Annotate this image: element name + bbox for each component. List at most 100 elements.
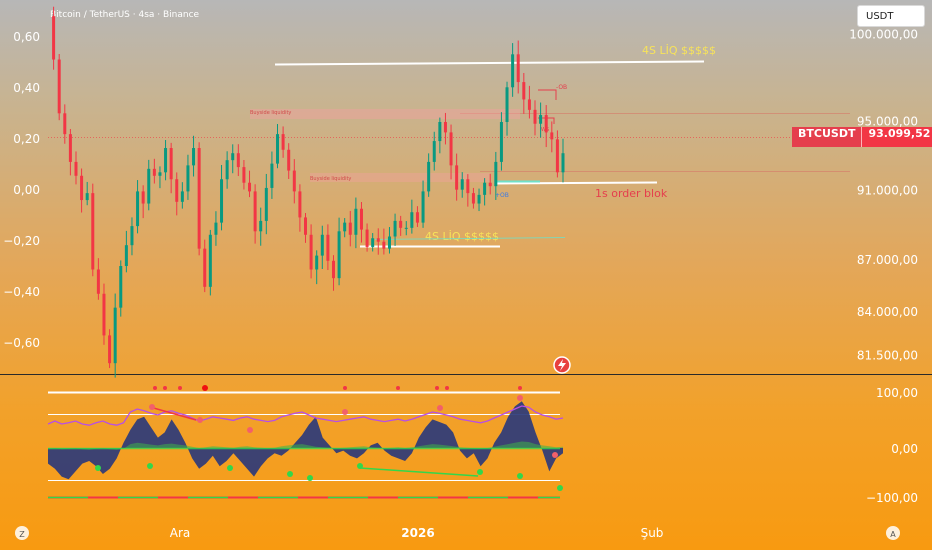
candle-body xyxy=(449,132,453,166)
osc-axis-tick: 100,00 xyxy=(876,386,918,400)
tv-badge-right-glyph: A xyxy=(890,530,896,539)
candle-body xyxy=(466,179,470,194)
candle-body xyxy=(382,241,386,249)
candle-body xyxy=(225,160,229,180)
buyside-zone xyxy=(310,173,490,182)
candle-body xyxy=(539,115,543,124)
right-axis-tick: 91.000,00 xyxy=(857,184,918,198)
left-axis-tick: 0,40 xyxy=(13,81,40,95)
candle-body xyxy=(214,222,218,235)
candle-body xyxy=(119,266,123,308)
candle-body xyxy=(130,226,134,246)
candle-body xyxy=(460,179,464,190)
osc-sell-dot xyxy=(342,409,348,415)
candle-body xyxy=(208,234,212,287)
candle-body xyxy=(292,170,296,192)
osc-sell-dot xyxy=(247,427,253,433)
candle-body xyxy=(561,153,565,173)
osc-top-marker xyxy=(178,386,182,390)
osc-axis-tick: −100,00 xyxy=(866,491,918,505)
candle-body xyxy=(236,153,240,168)
osc-top-marker xyxy=(202,385,208,391)
left-axis-tick: 0,20 xyxy=(13,132,40,146)
ob-top-label: -OB xyxy=(556,84,567,91)
candle-body xyxy=(477,194,481,204)
candle-body xyxy=(298,191,302,218)
osc-sell-dot xyxy=(437,405,443,411)
candle-body xyxy=(343,222,347,232)
osc-sell-dot xyxy=(517,395,523,401)
candle-body xyxy=(52,16,56,60)
candle-body xyxy=(136,191,140,227)
teal-level xyxy=(374,237,566,240)
candle-body xyxy=(80,175,84,201)
ws-marker xyxy=(538,117,555,124)
candle-body xyxy=(326,234,330,261)
candle-body xyxy=(169,148,173,180)
candle-body xyxy=(522,82,526,100)
candle-body xyxy=(220,179,224,223)
candle-body xyxy=(399,220,403,228)
currency-selector[interactable]: USDT xyxy=(857,5,925,27)
osc-buy-dot xyxy=(357,463,363,469)
osc-buy-dot xyxy=(557,485,563,491)
candle-body xyxy=(242,167,246,183)
candle-body xyxy=(488,182,492,187)
osc-buy-dot xyxy=(287,471,293,477)
candle-body xyxy=(158,172,162,176)
divergence-line xyxy=(149,406,197,421)
liq-label-bottom: 4S LİQ $$$$$ xyxy=(425,230,499,243)
candle-body xyxy=(410,212,414,228)
osc-sell-dot xyxy=(149,404,155,410)
osc-line xyxy=(47,405,564,426)
left-axis-tick: −0,20 xyxy=(3,234,40,248)
osc-top-marker xyxy=(445,386,449,390)
tv-badge-left xyxy=(15,526,29,540)
order-block-line xyxy=(494,181,658,185)
candle-body xyxy=(376,238,380,242)
buyside-label: Buyside liquidity xyxy=(310,176,351,182)
osc-area xyxy=(48,401,563,480)
right-axis-tick: 100.000,00 xyxy=(849,28,918,42)
candle-body xyxy=(320,234,324,256)
ob-marker xyxy=(538,89,557,100)
candle-body xyxy=(259,220,263,232)
tv-badge-left-glyph: Z xyxy=(19,530,25,539)
candle-body xyxy=(85,193,89,201)
buyside-zone xyxy=(250,109,520,119)
left-axis-tick: −0,60 xyxy=(3,336,40,350)
candle-body xyxy=(96,269,100,294)
candle-body xyxy=(164,148,168,173)
candle-body xyxy=(203,248,207,287)
osc-top-marker xyxy=(518,386,522,390)
candle-body xyxy=(555,139,559,173)
buyside-label: Buyside liquidity xyxy=(250,110,291,116)
candle-body xyxy=(455,165,459,190)
candle-body xyxy=(550,132,554,140)
candle-body xyxy=(337,231,341,279)
osc-buy-dot xyxy=(477,469,483,475)
candle-body xyxy=(113,307,117,364)
candle-body xyxy=(270,163,274,188)
candle-body xyxy=(331,260,335,279)
candle-body xyxy=(365,229,369,247)
candle-body xyxy=(276,134,280,164)
candle-body xyxy=(511,54,515,88)
candle-body xyxy=(281,134,285,150)
price-tag-value: 93.099,52 xyxy=(861,127,932,147)
right-axis-tick: 87.000,00 xyxy=(857,253,918,267)
osc-sell-dot xyxy=(552,452,558,458)
osc-top-marker xyxy=(396,386,400,390)
candle-body xyxy=(494,161,498,187)
candle-body xyxy=(63,113,67,135)
candle-body xyxy=(231,153,235,161)
candle-body xyxy=(483,182,487,195)
divergence-line xyxy=(359,467,479,477)
candle-body xyxy=(147,168,151,204)
order-block-label: 1s order blok xyxy=(595,187,668,200)
candle-body xyxy=(175,179,179,202)
candle-body xyxy=(359,208,363,230)
left-axis-tick: −0,40 xyxy=(3,285,40,299)
candle-body xyxy=(533,109,537,124)
